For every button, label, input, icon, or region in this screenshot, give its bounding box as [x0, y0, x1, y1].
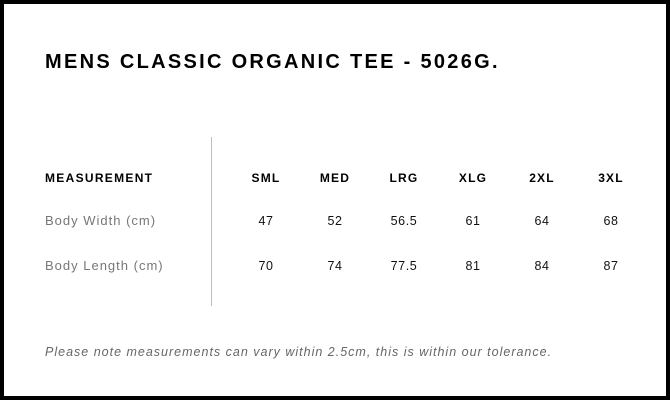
column-divider	[211, 137, 212, 306]
size-header-2xl: 2XL	[529, 171, 555, 185]
tolerance-note: Please note measurements can vary within…	[45, 345, 553, 359]
table-cell: 77.5	[390, 259, 418, 273]
table-cell: 74	[327, 259, 343, 273]
table-cell: 56.5	[390, 214, 418, 228]
table-cell: 61	[465, 214, 481, 228]
size-header-sml: SML	[251, 171, 281, 185]
size-header-xlg: XLG	[458, 171, 488, 185]
size-header-3xl: 3XL	[598, 171, 624, 185]
size-header-lrg: LRG	[389, 171, 419, 185]
row-label-body-width: Body Width (cm)	[45, 213, 157, 228]
page-title: MENS CLASSIC ORGANIC TEE - 5026G.	[45, 51, 500, 73]
table-cell: 87	[603, 259, 619, 273]
table-cell: 81	[465, 259, 481, 273]
measurement-header: MEASUREMENT	[45, 171, 154, 185]
table-cell: 52	[327, 214, 343, 228]
table-cell: 68	[603, 214, 619, 228]
table-cell: 64	[534, 214, 550, 228]
table-cell: 47	[258, 214, 274, 228]
table-cell: 70	[258, 259, 274, 273]
size-header-med: MED	[319, 171, 351, 185]
row-label-body-length: Body Length (cm)	[45, 258, 164, 273]
table-cell: 84	[534, 259, 550, 273]
